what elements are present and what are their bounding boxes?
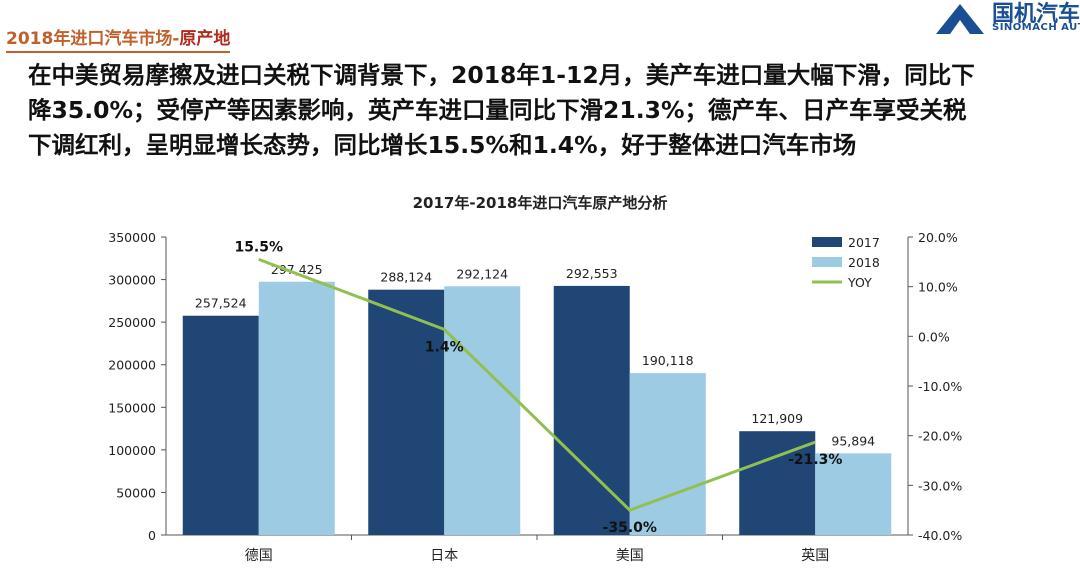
yoy-line <box>258 257 816 512</box>
logo-text-cn: 国机汽车 <box>992 2 1080 27</box>
x-tick-label: 英国 <box>801 547 829 564</box>
bar-2017 <box>368 289 445 535</box>
y2-tick-label: -30.0% <box>918 478 962 493</box>
y-tick-label: 50000 <box>116 485 156 500</box>
bar-data-label: 297,425 <box>271 262 323 277</box>
yoy-data-label: 1.4% <box>425 339 464 355</box>
bar-2017 <box>182 315 259 535</box>
logo-mark-icon <box>936 4 984 34</box>
y2-tick-label: -40.0% <box>918 528 962 543</box>
yoy-data-label: -35.0% <box>603 520 657 536</box>
y-tick-label: 100000 <box>108 443 156 458</box>
yoy-data-label: -21.3% <box>788 452 842 468</box>
y2-tick-label: 20.0% <box>918 230 958 245</box>
bar-2018 <box>258 281 335 535</box>
chart-title: 2017年-2018年进口汽车原产地分析 <box>413 194 668 212</box>
bar-data-label: 288,124 <box>380 270 432 285</box>
headline: 在中美贸易摩擦及进口关税下调背景下，2018年1-12月，美产车进口量大幅下滑，… <box>28 58 1058 163</box>
bar-2017 <box>739 431 816 535</box>
section-title-main: 2018年进口汽车市场- <box>6 29 180 49</box>
headline-line-2: 降35.0%；受停产等因素影响，英产车进口量同比下滑21.3%；德产车、日产车享… <box>28 96 967 124</box>
bar-data-label: 190,118 <box>642 353 694 368</box>
section-title-sub: 原产地 <box>179 29 231 49</box>
y-tick-label: 300000 <box>108 273 156 288</box>
y2-tick-label: 0.0% <box>918 329 950 344</box>
headline-line-3: 下调红利，呈明显增长态势，同比增长15.5%和1.4%，好于整体进口汽车市场 <box>28 131 857 159</box>
y2-tick-label: 10.0% <box>918 280 958 295</box>
y-tick-label: 350000 <box>108 230 156 245</box>
y2-tick-label: -20.0% <box>918 429 962 444</box>
bar-data-label: 121,909 <box>751 411 803 426</box>
legend-label-yoy: YOY <box>847 275 872 290</box>
legend-swatch-2018 <box>812 257 842 267</box>
x-tick-label: 美国 <box>616 548 644 564</box>
headline-line-1: 在中美贸易摩擦及进口关税下调背景下，2018年1-12月，美产车进口量大幅下滑，… <box>28 61 975 89</box>
bar-data-label: 95,894 <box>831 433 875 448</box>
legend-label-2018: 2018 <box>848 255 880 270</box>
bar-2018 <box>815 453 892 535</box>
section-title: 2018年进口汽车市场-原产地 <box>6 24 231 53</box>
bar-2018 <box>629 373 706 535</box>
yoy-combo-chart: 2017年-2018年进口汽车原产地分析 350000 300000 250000 20… <box>108 194 962 564</box>
legend-swatch-2017 <box>812 237 842 247</box>
bar-data-label: 292,553 <box>566 266 618 281</box>
bar-2017 <box>553 285 630 535</box>
y-tick-label: 0 <box>148 528 156 543</box>
y2-tick-label: -10.0% <box>918 379 962 394</box>
bar-2018 <box>444 286 521 535</box>
x-tick-label: 日本 <box>430 548 458 564</box>
y-tick-label: 250000 <box>108 315 156 330</box>
x-tick-label: 德国 <box>245 548 273 564</box>
legend-label-2017: 2017 <box>848 235 880 250</box>
company-logo: 国机汽车 SINOMACH AUTO <box>934 0 1080 40</box>
bar-data-label: 292,124 <box>456 266 508 281</box>
logo-text-en: SINOMACH AUTO <box>992 22 1080 33</box>
y-tick-label: 200000 <box>108 358 156 373</box>
y-tick-label: 150000 <box>108 400 156 415</box>
bar-data-label: 257,524 <box>195 296 247 311</box>
yoy-data-label: 15.5% <box>234 239 283 255</box>
